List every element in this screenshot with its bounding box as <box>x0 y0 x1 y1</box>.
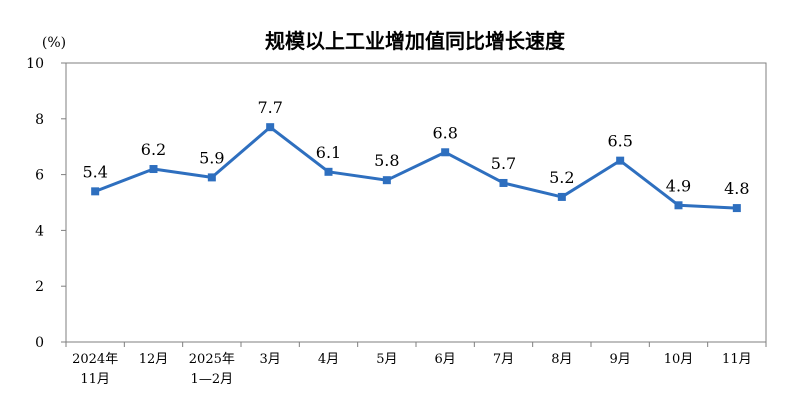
data-label: 5.9 <box>199 148 224 167</box>
data-point-marker <box>674 201 683 210</box>
series-line <box>94 125 737 210</box>
x-tick-label: 12月 <box>139 352 169 367</box>
x-tick-label: 6月 <box>435 352 456 367</box>
data-label: 6.1 <box>316 143 341 162</box>
data-point-marker <box>266 123 275 132</box>
y-tick-label: 6 <box>35 168 44 184</box>
x-tick-label: 8月 <box>551 352 572 367</box>
x-tick-label: 2025年 1—2月 <box>189 352 235 387</box>
x-tick-label: 11月 <box>722 352 752 367</box>
x-axis: 2024年 11月 12月 2025年 1—2月 3月 4月 5月 6月 7月 8月 9月 10月 11月 <box>65 342 767 387</box>
data-label: 5.4 <box>82 162 107 181</box>
data-label: 7.7 <box>257 98 282 117</box>
y-axis: 0 2 4 6 8 10 <box>26 56 66 351</box>
y-tick-label: 4 <box>35 223 44 239</box>
x-tick-label: 5月 <box>376 352 397 367</box>
data-point-marker <box>441 148 450 157</box>
plot-frame <box>65 62 767 343</box>
data-point-marker <box>732 204 741 213</box>
series-line-group <box>91 123 741 213</box>
data-labels-group: 5.4 6.2 5.9 7.7 6.1 5.8 6.8 5.7 5.2 6.5 4.9 4.8 <box>82 98 749 198</box>
data-label: 6.2 <box>141 140 166 159</box>
x-tick-label: 4月 <box>318 352 339 367</box>
data-point-marker <box>616 156 625 165</box>
y-axis-unit-label: (%) <box>42 35 66 51</box>
y-tick-label: 2 <box>35 279 44 295</box>
data-point-marker <box>207 173 216 182</box>
y-tick-label: 8 <box>35 112 44 128</box>
data-label: 5.7 <box>491 154 516 173</box>
data-point-marker <box>91 187 100 196</box>
x-tick-label: 2024年 11月 <box>72 352 118 387</box>
y-tick-label: 10 <box>26 56 44 72</box>
x-tick-label: 3月 <box>260 352 281 367</box>
data-point-marker <box>557 192 566 201</box>
data-point-marker <box>499 178 508 187</box>
data-label: 6.8 <box>432 123 457 142</box>
x-tick-label: 10月 <box>664 352 694 367</box>
data-label: 6.5 <box>607 132 632 151</box>
chart-title: 规模以上工业增加值同比增长速度 <box>265 29 566 53</box>
data-label: 4.8 <box>724 179 749 198</box>
data-point-marker <box>149 165 158 174</box>
y-tick-label: 0 <box>35 335 44 351</box>
data-point-marker <box>324 167 333 176</box>
x-tick-label: 9月 <box>610 352 631 367</box>
data-label: 5.2 <box>549 168 574 187</box>
data-label: 4.9 <box>666 176 691 195</box>
data-label: 5.8 <box>374 151 399 170</box>
x-tick-label: 7月 <box>493 352 514 367</box>
data-point-marker <box>382 176 391 185</box>
